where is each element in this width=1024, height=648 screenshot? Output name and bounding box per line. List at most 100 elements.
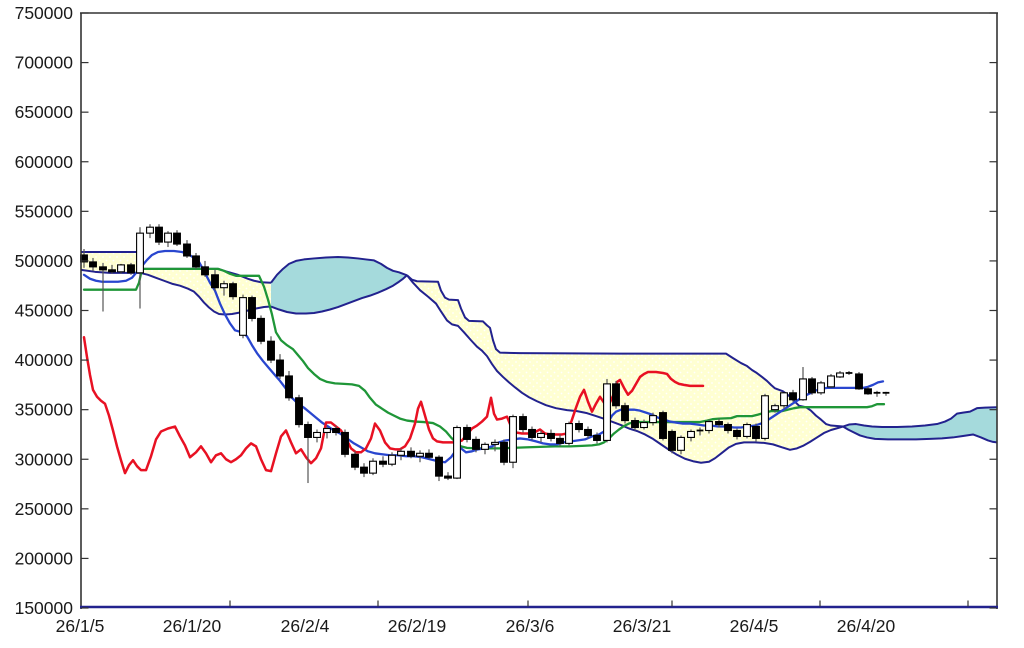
bullish-candle bbox=[323, 427, 331, 434]
bearish-candle bbox=[752, 425, 760, 439]
bullish-candle bbox=[743, 423, 751, 437]
bearish-candle bbox=[99, 266, 107, 271]
bearish-candle bbox=[89, 261, 97, 268]
teal-cloud-area bbox=[843, 407, 997, 443]
bullish-candle bbox=[771, 405, 779, 411]
bearish-candle bbox=[192, 255, 200, 268]
bearish-candle bbox=[304, 423, 312, 438]
bullish-candle bbox=[603, 383, 611, 441]
bearish-candle bbox=[855, 373, 863, 390]
x-axis-tick-label: 26/1/5 bbox=[56, 616, 105, 636]
bullish-candle bbox=[117, 264, 125, 273]
cloud-bottom-edge bbox=[842, 425, 998, 444]
bullish-candle bbox=[146, 226, 154, 234]
bullish-candle bbox=[649, 415, 657, 424]
bullish-candle bbox=[164, 232, 172, 243]
bearish-candle bbox=[519, 416, 527, 431]
y-axis-tick-label: 450000 bbox=[15, 301, 74, 321]
bearish-candle bbox=[351, 453, 359, 468]
bullish-candle bbox=[491, 441, 499, 445]
bearish-candle bbox=[789, 392, 797, 401]
bullish-candle bbox=[481, 443, 489, 450]
bullish-candle bbox=[509, 416, 517, 463]
bullish-candle bbox=[397, 450, 405, 456]
bearish-candle bbox=[267, 340, 275, 361]
green-line bbox=[82, 267, 886, 450]
y-axis-tick-label: 650000 bbox=[15, 102, 74, 122]
bearish-candle bbox=[500, 441, 508, 463]
bearish-candle bbox=[257, 317, 265, 342]
x-axis-tick-label: 26/3/6 bbox=[506, 616, 555, 636]
bearish-candle bbox=[285, 375, 293, 399]
bullish-candle bbox=[761, 395, 769, 439]
bearish-candle bbox=[201, 266, 209, 276]
bullish-candle bbox=[136, 232, 144, 274]
y-axis-tick-label: 250000 bbox=[15, 499, 74, 519]
y-axis-tick-label: 150000 bbox=[15, 598, 74, 618]
bearish-candle bbox=[332, 427, 340, 434]
y-axis-tick-label: 550000 bbox=[15, 201, 74, 221]
bearish-candle bbox=[295, 397, 303, 426]
bullish-candle bbox=[239, 297, 247, 336]
y-axis-tick-label: 600000 bbox=[15, 152, 74, 172]
bearish-candle bbox=[229, 283, 237, 298]
bullish-candle bbox=[369, 460, 377, 474]
bearish-candle bbox=[183, 243, 191, 257]
bearish-candle bbox=[173, 232, 181, 245]
bearish-candle bbox=[425, 452, 433, 458]
bearish-candle bbox=[435, 456, 443, 477]
bearish-candle bbox=[612, 383, 620, 407]
bullish-candle bbox=[220, 283, 228, 289]
bullish-candle bbox=[780, 392, 788, 407]
cloud-bottom-edge bbox=[270, 274, 408, 315]
yellow-cloud-area bbox=[407, 275, 843, 463]
bearish-candle bbox=[528, 428, 536, 438]
cloud-top-edge bbox=[270, 255, 408, 284]
bullish-candle bbox=[537, 432, 545, 438]
bearish-candle bbox=[715, 421, 723, 426]
bullish-candle bbox=[640, 422, 648, 429]
cloud-top-edge bbox=[842, 406, 998, 429]
bearish-candle bbox=[808, 378, 816, 394]
bullish-candle bbox=[827, 375, 835, 388]
bearish-candle bbox=[379, 460, 387, 465]
bearish-candle bbox=[631, 420, 639, 429]
bearish-candle bbox=[659, 412, 667, 439]
y-axis-tick-label: 200000 bbox=[15, 548, 74, 568]
x-axis-tick-label: 26/2/4 bbox=[281, 616, 330, 636]
bullish-candle bbox=[799, 378, 807, 401]
bullish-candle bbox=[687, 430, 695, 438]
yellow-cloud-area bbox=[81, 251, 140, 273]
cloud-bottom-edge bbox=[406, 274, 844, 464]
y-axis-tick-label: 300000 bbox=[15, 449, 74, 469]
y-axis-tick-label: 400000 bbox=[15, 350, 74, 370]
bearish-candle bbox=[127, 264, 135, 274]
teal-cloud-area bbox=[271, 256, 407, 314]
y-axis-tick-label: 350000 bbox=[15, 400, 74, 420]
bearish-candle bbox=[724, 423, 732, 432]
bullish-candle bbox=[677, 436, 685, 451]
y-axis-tick-label: 700000 bbox=[15, 53, 74, 73]
bearish-candle bbox=[155, 226, 163, 243]
x-axis-tick-label: 26/2/19 bbox=[388, 616, 446, 636]
bearish-candle bbox=[108, 269, 116, 273]
bearish-candle bbox=[407, 450, 415, 457]
bearish-candle bbox=[556, 437, 564, 444]
y-axis-tick-label: 500000 bbox=[15, 251, 74, 271]
bullish-candle bbox=[836, 372, 844, 378]
bullish-candle bbox=[388, 454, 396, 465]
bearish-candle bbox=[360, 466, 368, 474]
bullish-candle bbox=[453, 426, 461, 479]
bullish-candle bbox=[705, 421, 713, 432]
bearish-candle bbox=[547, 432, 555, 439]
bearish-candle bbox=[472, 438, 480, 450]
bearish-candle bbox=[248, 297, 256, 319]
bearish-candle bbox=[733, 429, 741, 437]
bearish-candle bbox=[276, 359, 284, 377]
red-line bbox=[82, 336, 705, 475]
yellow-cloud-area bbox=[140, 251, 271, 315]
x-axis-tick-label: 26/3/21 bbox=[613, 616, 671, 636]
bullish-candle bbox=[313, 431, 321, 438]
bearish-candle bbox=[444, 475, 452, 479]
